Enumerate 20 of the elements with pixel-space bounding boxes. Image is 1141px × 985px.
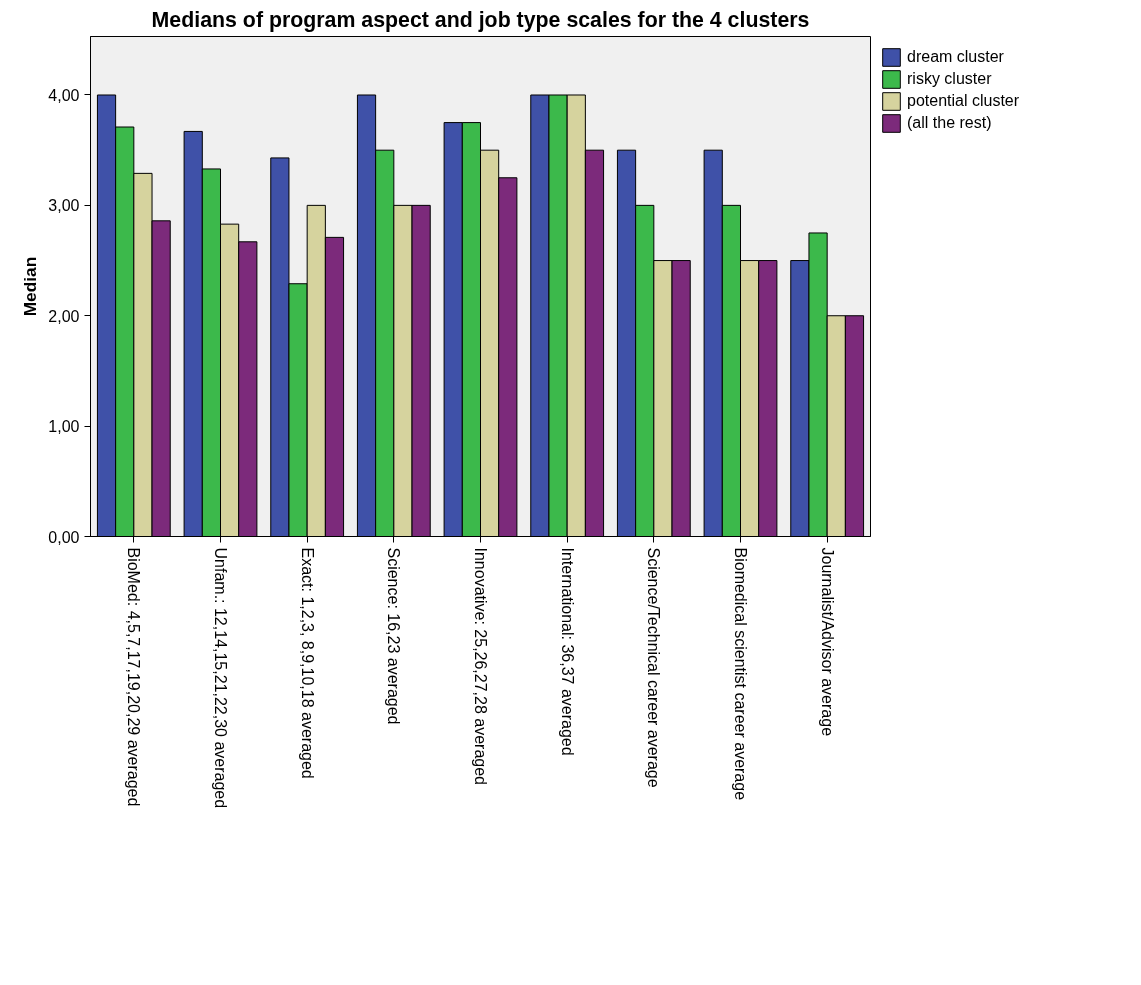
y-tick-label: 1,00 [48,418,80,436]
legend-label: potential cluster [907,92,1020,110]
x-tick-label: Biomedical scientist career average [732,547,749,801]
legend-label: (all the rest) [907,114,992,132]
x-tick-label: Science/Technical career average [645,547,663,788]
legend-label: risky cluster [907,70,992,88]
x-tick-label: BioMed: 4,5,7,17,19,20,29 averaged [125,547,143,807]
x-tick-label: Innovative: 25,26,27,28 averaged [472,547,489,786]
x-tick-label: Unfam.: 12,14,15,21,22,30 averaged [212,547,229,809]
legend-label: dream cluster [907,48,1004,66]
y-axis-title: Median [20,256,41,317]
x-tick-label: Science: 16,23 averaged [385,547,403,725]
chart-title: Medians of program aspect and job type scales for the 4 clusters [151,7,810,32]
y-tick-label: 3,00 [48,197,80,215]
x-tick-label: Exact: 1,2,3, 8,9,10,18 averaged [298,547,316,779]
y-tick-label: 2,00 [48,307,80,325]
x-tick-label: Journalist/Advisor average [818,547,836,737]
x-tick-label: International: 36,37 averaged [558,547,576,756]
y-tick-label: 0,00 [48,528,80,546]
y-tick-label: 4,00 [48,87,80,104]
